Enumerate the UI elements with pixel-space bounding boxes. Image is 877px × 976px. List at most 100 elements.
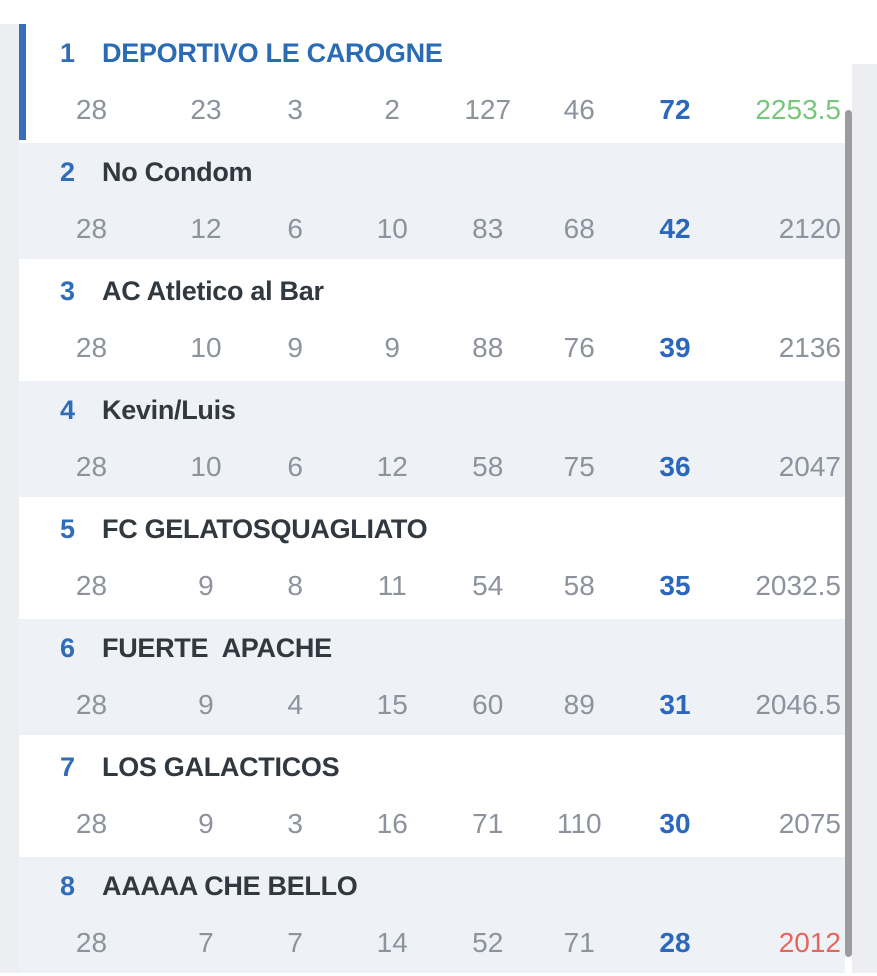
table-row[interactable]: 3 AC Atletico al Bar 28 10 9 9 88 76 39 …	[19, 262, 845, 378]
stat-played: 28	[75, 451, 108, 482]
team-line: 3 AC Atletico al Bar	[19, 262, 845, 308]
standings-table: 1 DEPORTIVO LE CAROGNE 28 23 3 2 127 46 …	[19, 24, 845, 976]
stats-line: 28 23 3 2 127 46 72 2253.5	[19, 96, 845, 124]
team-line: 2 No Condom	[19, 143, 845, 189]
team-name: DEPORTIVO LE CAROGNE	[102, 38, 443, 68]
team-line: 5 FC GELATOSQUAGLIATO	[19, 500, 845, 546]
team-name: Kevin/Luis	[102, 395, 236, 425]
stat-won: 9	[198, 689, 214, 720]
team-line: 7 LOS GALACTICOS	[19, 738, 845, 784]
stat-goals-for: 88	[472, 332, 504, 363]
stat-total: 2046.5	[755, 689, 841, 720]
rank: 2	[59, 157, 75, 187]
stat-drawn: 3	[287, 94, 303, 125]
rank: 7	[59, 752, 75, 782]
stat-goals-against: 58	[563, 570, 595, 601]
stat-lost: 12	[376, 451, 408, 482]
stat-played: 28	[75, 94, 108, 125]
rank: 3	[59, 276, 75, 306]
stat-goals-against: 76	[563, 332, 595, 363]
stat-drawn: 4	[287, 689, 303, 720]
team-name: AC Atletico al Bar	[102, 276, 324, 306]
stat-goals-for: 83	[472, 213, 504, 244]
stat-points: 30	[659, 808, 691, 839]
table-row[interactable]: 8 AAAAA CHE BELLO 28 7 7 14 52 71 28 201…	[19, 857, 845, 973]
page-right-margin	[852, 64, 877, 973]
stat-total: 2047	[778, 451, 841, 482]
stat-total: 2136	[778, 332, 841, 363]
stat-won: 23	[190, 94, 222, 125]
stat-goals-for: 60	[472, 689, 504, 720]
stat-won: 9	[198, 570, 214, 601]
stat-points: 36	[659, 451, 691, 482]
stat-won: 12	[190, 213, 222, 244]
page-left-margin	[0, 24, 19, 973]
stat-points: 39	[659, 332, 691, 363]
table-row[interactable]: 6 FUERTE APACHE 28 9 4 15 60 89 31 2046.…	[19, 619, 845, 735]
stats-line: 28 12 6 10 83 68 42 2120	[19, 215, 845, 243]
stat-won: 10	[190, 332, 222, 363]
stat-won: 9	[198, 808, 214, 839]
team-line: 8 AAAAA CHE BELLO	[19, 857, 845, 903]
stat-lost: 9	[384, 332, 400, 363]
stat-played: 28	[75, 927, 108, 958]
stat-drawn: 8	[287, 570, 303, 601]
stat-points: 31	[659, 689, 691, 720]
stat-lost: 16	[376, 808, 408, 839]
stat-drawn: 9	[287, 332, 303, 363]
stat-total: 2075	[778, 808, 841, 839]
stats-line: 28 9 4 15 60 89 31 2046.5	[19, 691, 845, 719]
stats-line: 28 10 6 12 58 75 36 2047	[19, 453, 845, 481]
scrollbar-thumb[interactable]	[845, 110, 852, 957]
team-name: No Condom	[102, 157, 253, 187]
stat-lost: 15	[376, 689, 408, 720]
stat-goals-for: 127	[464, 94, 512, 125]
stat-drawn: 6	[287, 451, 303, 482]
team-name: AAAAA CHE BELLO	[102, 871, 358, 901]
rank: 1	[59, 38, 75, 68]
stat-total: 2120	[778, 213, 841, 244]
team-name: FUERTE APACHE	[102, 633, 332, 663]
stat-goals-against: 75	[563, 451, 595, 482]
table-row[interactable]: 7 LOS GALACTICOS 28 9 3 16 71 110 30 207…	[19, 738, 845, 854]
leader-accent-bar	[19, 24, 26, 140]
team-name: FC GELATOSQUAGLIATO	[102, 514, 428, 544]
table-row[interactable]: 2 No Condom 28 12 6 10 83 68 42 2120	[19, 143, 845, 259]
stats-line: 28 9 8 11 54 58 35 2032.5	[19, 572, 845, 600]
rank: 5	[59, 514, 75, 544]
stat-goals-for: 54	[472, 570, 504, 601]
stat-drawn: 3	[287, 808, 303, 839]
stat-total: 2253.5	[755, 94, 841, 125]
rank: 4	[59, 395, 75, 425]
stats-line: 28 10 9 9 88 76 39 2136	[19, 334, 845, 362]
stat-total: 2032.5	[755, 570, 841, 601]
stat-goals-against: 110	[556, 808, 602, 839]
stat-lost: 2	[384, 94, 400, 125]
stat-points: 72	[659, 94, 691, 125]
stat-total: 2012	[778, 927, 841, 958]
stat-points: 28	[659, 927, 691, 958]
stat-lost: 14	[376, 927, 408, 958]
stat-played: 28	[75, 332, 108, 363]
stat-played: 28	[75, 570, 108, 601]
table-row[interactable]: 4 Kevin/Luis 28 10 6 12 58 75 36 2047	[19, 381, 845, 497]
stat-goals-against: 68	[563, 213, 595, 244]
stat-played: 28	[75, 213, 108, 244]
stat-goals-for: 58	[472, 451, 504, 482]
stat-drawn: 6	[287, 213, 303, 244]
stat-lost: 11	[377, 570, 407, 601]
stat-goals-against: 89	[563, 689, 595, 720]
stat-points: 42	[659, 213, 691, 244]
team-line: 6 FUERTE APACHE	[19, 619, 845, 665]
stat-drawn: 7	[287, 927, 303, 958]
stat-goals-against: 71	[563, 927, 595, 958]
rank: 8	[59, 871, 75, 901]
stat-won: 10	[190, 451, 222, 482]
team-line: 1 DEPORTIVO LE CAROGNE	[19, 24, 845, 70]
stat-won: 7	[198, 927, 214, 958]
stats-line: 28 7 7 14 52 71 28 2012	[19, 929, 845, 957]
stats-line: 28 9 3 16 71 110 30 2075	[19, 810, 845, 838]
table-row[interactable]: 1 DEPORTIVO LE CAROGNE 28 23 3 2 127 46 …	[19, 24, 845, 140]
table-row[interactable]: 5 FC GELATOSQUAGLIATO 28 9 8 11 54 58 35…	[19, 500, 845, 616]
stat-goals-against: 46	[563, 94, 595, 125]
